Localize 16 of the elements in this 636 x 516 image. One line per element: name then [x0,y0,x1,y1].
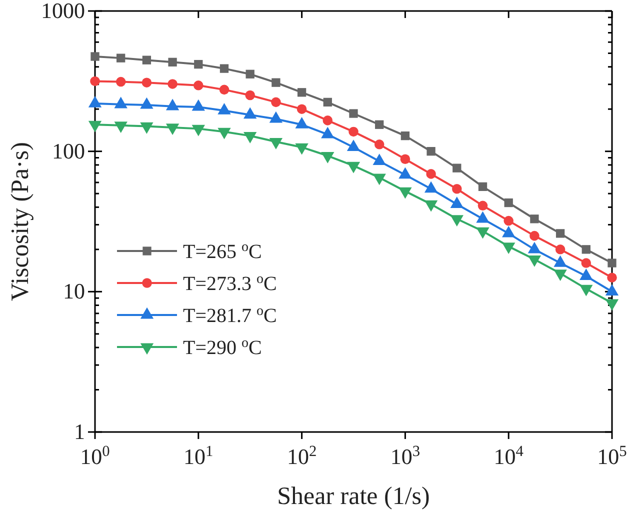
x-tick-label: 10$^{0}$ [80,442,110,469]
y-tick-label: 100 [52,138,85,164]
x-tick-label: 10$^{5}$ [597,442,628,469]
x-axis-title: Shear rate (1/s) [277,483,430,510]
x-tick-label: 10$^{1}$ [184,442,214,469]
legend-label: T=290 $^{o}$C [183,336,262,359]
legend-label: T=273.3 $^{o}$C [183,272,277,295]
x-tick-label: 10$^{3}$ [390,442,420,469]
y-axis-title: Viscosity (Pa·s) [7,142,34,301]
y-tick-label: 10 [63,278,85,304]
x-tick-label: 10$^{2}$ [286,442,317,469]
y-tick-label: 1000 [41,0,85,24]
y-tick-label: 1 [74,419,85,444]
legend-label: T=281.7 $^{o}$C [183,304,277,327]
x-tick-label: 10$^{4}$ [494,442,524,469]
legend-label: T=265 $^{o}$C [183,240,262,263]
